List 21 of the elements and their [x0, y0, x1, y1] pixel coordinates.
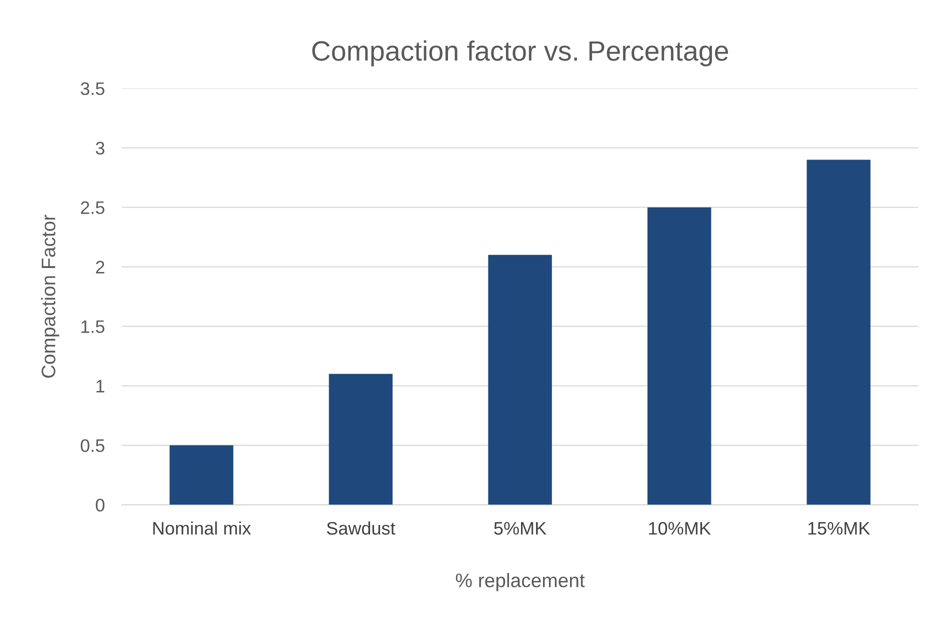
x-axis-title: % replacement	[456, 573, 585, 592]
x-tick-label: 5%MK	[494, 522, 546, 535]
x-tick-label: 15%MK	[808, 522, 870, 535]
x-tick-label: Sawdust	[326, 521, 396, 535]
x-tick-label: Nominal mix	[153, 521, 251, 535]
chart-title: Compaction factor vs. Percentage	[312, 40, 728, 66]
y-tick-label: 2	[96, 260, 104, 274]
y-tick-label: 1.5	[81, 320, 104, 334]
y-tick-label: 3.5	[80, 82, 104, 96]
bar	[806, 160, 870, 505]
y-tick-label: 0	[96, 498, 104, 512]
y-tick-label: 0.5	[80, 439, 104, 452]
bar	[328, 374, 393, 505]
bar	[488, 254, 552, 505]
y-tick-label: 3	[96, 142, 104, 155]
bar	[647, 207, 712, 505]
bar	[170, 445, 234, 505]
y-tick-label: 2.5	[80, 201, 104, 214]
y-axis-title: Compaction Factor	[41, 214, 60, 378]
y-tick-label: 1	[96, 380, 104, 392]
x-tick-label: 10%MK	[649, 522, 711, 535]
